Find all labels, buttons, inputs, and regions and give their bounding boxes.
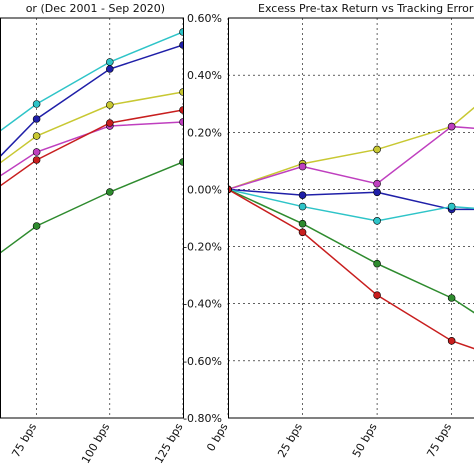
data-point xyxy=(32,156,41,164)
plot-area xyxy=(228,106,474,350)
data-point xyxy=(447,337,456,345)
data-point xyxy=(373,291,381,299)
x-tick-label: 0 bps xyxy=(204,421,230,454)
x-tick-label: 50 bps xyxy=(350,421,380,460)
data-point xyxy=(298,162,307,171)
data-point xyxy=(373,188,381,197)
data-point xyxy=(298,228,307,237)
y-tick-label: 0.00% xyxy=(187,183,222,196)
data-point xyxy=(106,58,114,66)
series-line xyxy=(0,31,183,132)
data-point xyxy=(106,188,114,196)
plot-frame xyxy=(0,17,184,419)
data-point xyxy=(179,118,183,126)
y-tick-label: -0.60% xyxy=(183,355,222,368)
data-point xyxy=(298,191,307,199)
y-tick-label: -0.40% xyxy=(183,298,222,311)
data-point xyxy=(373,259,381,268)
data-point xyxy=(373,145,381,154)
data-point xyxy=(373,217,381,225)
data-point xyxy=(32,222,41,230)
x-tick-label: 75 bps xyxy=(9,421,39,460)
series-line xyxy=(228,106,474,191)
data-point xyxy=(179,106,183,114)
data-point xyxy=(106,65,114,73)
series-line xyxy=(0,91,183,164)
series-line xyxy=(228,188,474,314)
chart-title: Excess Pre-tax Return vs Tracking Error … xyxy=(258,2,474,15)
data-point xyxy=(179,158,183,166)
y-tick-label: -0.20% xyxy=(183,241,222,254)
y-tick-label: 0.40% xyxy=(187,69,222,82)
series-line xyxy=(228,188,474,222)
data-point xyxy=(179,41,183,49)
data-point xyxy=(106,119,114,127)
x-tick-label: 25 bps xyxy=(275,421,305,460)
data-point xyxy=(106,101,114,109)
data-point xyxy=(32,132,41,140)
series-line xyxy=(0,109,183,187)
plot-frame xyxy=(228,17,474,419)
series-line xyxy=(0,161,183,254)
x-tick-label: 125 bps xyxy=(152,421,185,466)
data-point xyxy=(179,88,183,96)
data-point xyxy=(447,294,456,302)
data-point xyxy=(32,100,41,108)
plot-area xyxy=(0,28,183,254)
series-line xyxy=(0,44,183,158)
data-point xyxy=(447,122,456,131)
data-point xyxy=(298,219,307,228)
data-point xyxy=(373,179,381,188)
series-line xyxy=(228,125,474,191)
y-tick-label: 0.20% xyxy=(187,126,222,139)
data-point xyxy=(179,28,183,36)
data-point xyxy=(32,148,41,156)
data-point xyxy=(32,115,41,123)
series-line xyxy=(0,121,183,177)
y-tick-label: -0.80% xyxy=(183,412,222,425)
data-point xyxy=(447,202,456,211)
data-point xyxy=(298,202,307,211)
x-tick-label: 75 bps xyxy=(424,421,454,460)
x-tick-label: 100 bps xyxy=(79,421,112,466)
chart-title: or (Dec 2001 - Sep 2020) xyxy=(26,2,165,15)
y-tick-label: 0.60% xyxy=(187,12,222,25)
